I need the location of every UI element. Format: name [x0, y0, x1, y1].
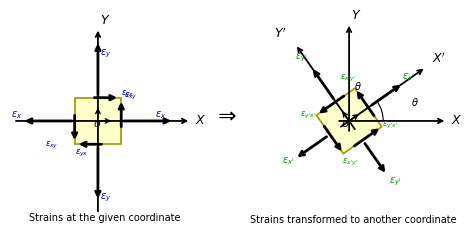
- Text: $\theta$: $\theta$: [354, 80, 362, 92]
- Text: $\varepsilon_{xy}$: $\varepsilon_{xy}$: [45, 140, 58, 151]
- Text: $Y$: $Y$: [351, 9, 362, 22]
- Text: $\varepsilon_{y}$: $\varepsilon_{y}$: [100, 192, 112, 204]
- Text: Strains at the given coordinate: Strains at the given coordinate: [28, 213, 180, 223]
- Text: $\varepsilon_{xy}$: $\varepsilon_{xy}$: [124, 91, 137, 102]
- Text: $Y'$: $Y'$: [273, 27, 286, 42]
- Text: $\varepsilon_{y}$: $\varepsilon_{y}$: [100, 48, 112, 60]
- Text: $\varepsilon_{yx}$: $\varepsilon_{yx}$: [121, 89, 135, 100]
- Text: $\varepsilon_{x'}$: $\varepsilon_{x'}$: [282, 155, 295, 167]
- Text: $X$: $X$: [451, 114, 463, 128]
- Text: $\varepsilon_{x'y'}$: $\varepsilon_{x'y'}$: [340, 73, 356, 84]
- Text: $\theta$: $\theta$: [411, 96, 419, 108]
- Text: $X$: $X$: [195, 114, 207, 128]
- Bar: [74, 98, 121, 144]
- Text: $\varepsilon_{y'}$: $\varepsilon_{y'}$: [389, 176, 402, 188]
- Text: $o$: $o$: [93, 119, 101, 129]
- Text: $\varepsilon_{yx}$: $\varepsilon_{yx}$: [74, 148, 88, 159]
- Text: $X'$: $X'$: [432, 51, 446, 66]
- Text: $\varepsilon_{y'}$: $\varepsilon_{y'}$: [295, 52, 308, 64]
- Text: Strains transformed to another coordinate: Strains transformed to another coordinat…: [250, 215, 456, 226]
- Polygon shape: [317, 88, 382, 154]
- Text: $\varepsilon_{x'}$: $\varepsilon_{x'}$: [402, 71, 415, 83]
- Text: $\varepsilon_{y'x'}$: $\varepsilon_{y'x'}$: [300, 110, 316, 121]
- Text: $\varepsilon_{x}$: $\varepsilon_{x}$: [155, 109, 166, 120]
- Text: $\Rightarrow$: $\Rightarrow$: [213, 106, 237, 126]
- Text: $\varepsilon_{x'y'}$: $\varepsilon_{x'y'}$: [342, 157, 358, 168]
- Text: $\varepsilon_{x}$: $\varepsilon_{x}$: [11, 109, 22, 120]
- Text: $\varepsilon_{y'x'}$: $\varepsilon_{y'x'}$: [382, 120, 398, 131]
- Text: $Y$: $Y$: [100, 14, 110, 26]
- Text: $o$: $o$: [341, 119, 349, 129]
